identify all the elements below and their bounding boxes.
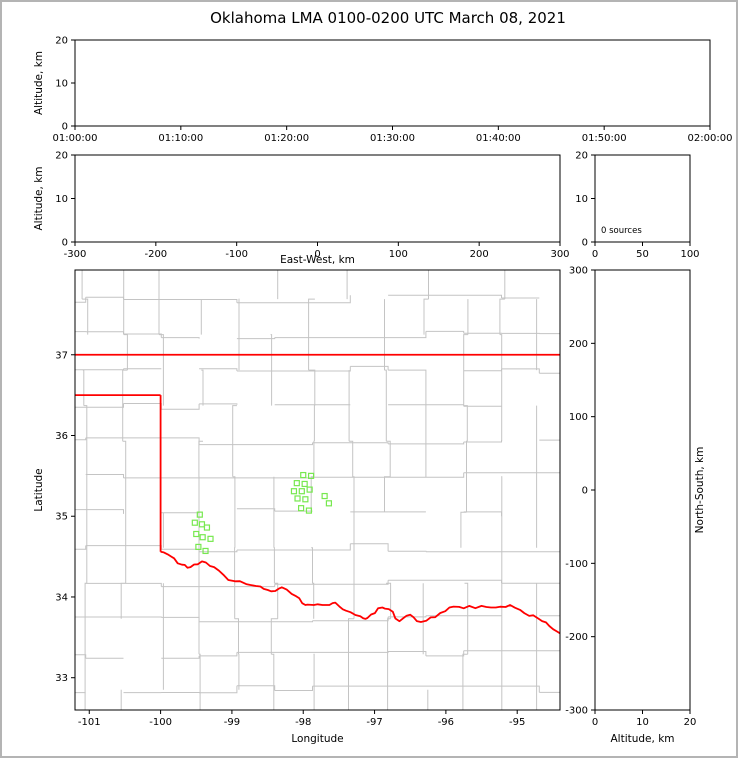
lma-station-marker — [301, 480, 308, 488]
lma-station-marker — [305, 507, 313, 514]
y-tick-label: 300 — [569, 266, 588, 277]
y-tick-label: 37 — [55, 350, 68, 361]
map-background — [75, 270, 560, 710]
y-tick-label: -200 — [565, 632, 588, 643]
lma-station-marker — [195, 543, 202, 551]
plot-frame — [74, 154, 561, 243]
x-tick-label: 01:50:00 — [582, 133, 627, 144]
x-tick-label: -100 — [225, 249, 248, 260]
x-tick-label: 50 — [636, 249, 649, 260]
y-tick-label: 0 — [62, 238, 68, 249]
lma-station-marker — [191, 519, 198, 526]
x-axis-label: East-West, km — [280, 254, 355, 266]
x-tick-label: 01:00:00 — [53, 133, 98, 144]
lma-station-marker — [300, 471, 307, 479]
y-tick-label: 0 — [582, 486, 588, 497]
x-axis-label: Altitude, km — [610, 733, 674, 745]
lma-station-marker — [293, 480, 300, 487]
y-tick-label: 200 — [569, 339, 588, 350]
lma-station-marker — [307, 472, 315, 479]
x-tick-label: -100 — [149, 717, 172, 728]
lma-station-marker — [203, 524, 211, 531]
y-axis-label: Altitude, km — [33, 51, 45, 115]
y-tick-label: -300 — [565, 706, 588, 717]
x-tick-label: -300 — [64, 249, 87, 260]
y-tick-label: -100 — [565, 559, 588, 570]
x-tick-label: -95 — [509, 717, 525, 728]
x-tick-label: 0 — [592, 249, 598, 260]
y-tick-label: 20 — [55, 151, 68, 162]
plot-frame — [74, 269, 561, 711]
eastwest-height-panel: -300 -200 -100 0 100 200 300 0 10 20 East-West, km… — [33, 151, 570, 267]
plot-frame — [594, 269, 691, 711]
x-axis-label: Longitude — [291, 733, 343, 745]
county-lines — [75, 270, 560, 710]
x-tick-label: 100 — [389, 249, 408, 260]
y-tick-label: 20 — [575, 151, 588, 162]
x-tick-label: -96 — [438, 717, 454, 728]
lma-station-marker — [321, 492, 328, 500]
y-tick-label: 10 — [575, 194, 588, 205]
y-tick-label: 0 — [62, 122, 68, 133]
x-tick-label: 01:40:00 — [476, 133, 521, 144]
y-tick-label: 0 — [582, 238, 588, 249]
x-tick-label: 01:30:00 — [370, 133, 415, 144]
lma-station-marker — [193, 530, 200, 538]
y-axis-label: Latitude — [33, 468, 45, 511]
lma-station-marker — [199, 534, 206, 541]
x-tick-label: -200 — [144, 249, 167, 260]
y-tick-label: 100 — [569, 412, 588, 423]
lma-station-marker — [302, 496, 309, 503]
lma-station-marker — [294, 495, 301, 502]
x-tick-label: 300 — [550, 249, 569, 260]
y-tick-label: 10 — [55, 79, 68, 90]
plot-frame — [74, 39, 711, 127]
lma-station-marker — [306, 486, 313, 493]
y-tick-label: 33 — [55, 673, 68, 684]
lma-station-marker — [196, 511, 203, 518]
time-height-panel: 01:00:00 01:10:00 01:20:00 01:30:00 01:40:00… — [33, 36, 732, 145]
y-tick-label: 20 — [55, 36, 68, 47]
lma-station-marker — [207, 535, 214, 542]
x-tick-label: -97 — [366, 717, 382, 728]
x-tick-label: 10 — [636, 717, 649, 728]
x-tick-label: 01:20:00 — [264, 133, 309, 144]
y-tick-label: 10 — [55, 194, 68, 205]
x-tick-label: 0 — [592, 717, 598, 728]
y-tick-label: 36 — [55, 431, 68, 442]
x-tick-label: -101 — [78, 717, 101, 728]
map-layers — [75, 270, 560, 710]
x-tick-label: -98 — [295, 717, 311, 728]
source-count-annotation: 0 sources — [601, 226, 642, 236]
y-axis-label-right: North-South, km — [694, 447, 706, 534]
red-river-border — [160, 550, 560, 635]
lma-station-marker — [202, 547, 209, 555]
lma-station-marker — [297, 505, 305, 512]
x-tick-label: 100 — [680, 249, 699, 260]
lma-station-marker — [298, 488, 305, 495]
plan-view-map-panel: -101 -100 -99 -98 -97 -96 -95 33 34 35 36 37 Longitu… — [33, 269, 561, 745]
x-tick-label: 02:00:00 — [688, 133, 733, 144]
figure-title: Oklahoma LMA 0100-0200 UTC March 08, 202… — [210, 9, 566, 27]
x-tick-label: -99 — [224, 717, 240, 728]
y-axis-label: Altitude, km — [33, 166, 45, 230]
x-tick-label: 20 — [684, 717, 697, 728]
x-tick-label: 200 — [470, 249, 489, 260]
y-tick-label: 34 — [55, 592, 68, 603]
northsouth-height-panel: 0 10 20 300 200 100 0 -100 -200 -300 Altitude, km N… — [565, 266, 706, 746]
lma-station-marker — [325, 500, 333, 507]
altitude-histogram-panel: 0 50 100 0 10 20 0 sources — [575, 151, 699, 261]
x-tick-label: 01:10:00 — [158, 133, 203, 144]
x-tick-label: 0 — [314, 249, 320, 260]
y-tick-label: 35 — [55, 512, 68, 523]
lma-station-marker — [198, 521, 206, 528]
lma-station-marker — [290, 488, 298, 495]
